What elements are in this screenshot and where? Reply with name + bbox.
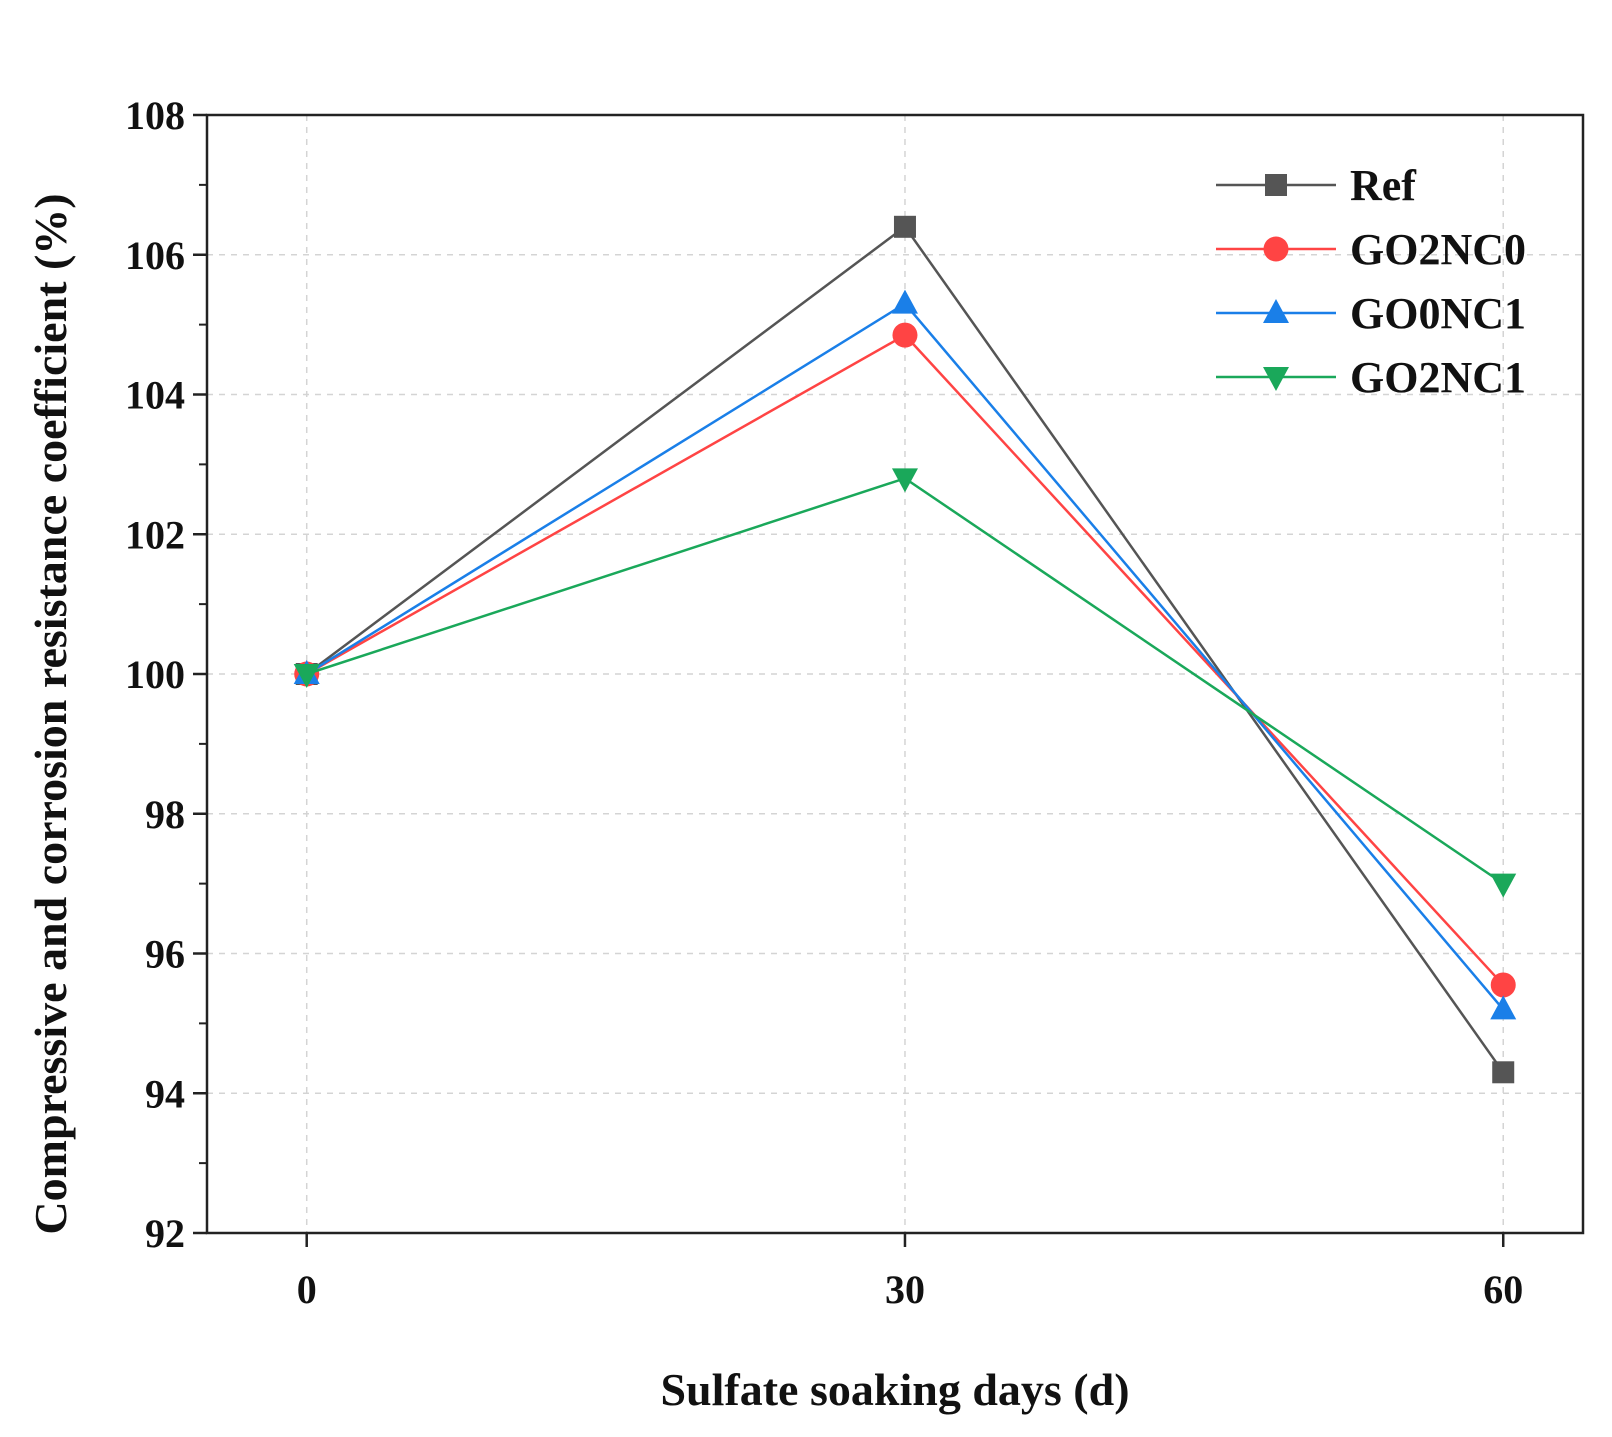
data-point-marker bbox=[1490, 995, 1517, 1020]
y-axis-title: Compressive and corrosion resistance coe… bbox=[25, 193, 76, 1234]
x-tick-label: 60 bbox=[1483, 1267, 1523, 1312]
y-tick-label: 104 bbox=[125, 373, 185, 418]
y-tick-label: 108 bbox=[125, 93, 185, 138]
legend-marker bbox=[1263, 367, 1289, 391]
data-point-marker bbox=[1490, 972, 1516, 998]
y-tick-label: 94 bbox=[145, 1071, 185, 1116]
legend-label: GO2NC0 bbox=[1350, 225, 1526, 274]
data-point-marker bbox=[1490, 873, 1517, 898]
x-tick-label: 0 bbox=[297, 1267, 317, 1312]
legend-label: GO0NC1 bbox=[1350, 289, 1526, 338]
y-tick-label: 98 bbox=[145, 792, 185, 837]
legend-marker bbox=[1263, 236, 1289, 262]
legend-entry: GO2NC0 bbox=[1216, 225, 1526, 274]
legend-label: GO2NC1 bbox=[1350, 353, 1526, 402]
data-point-marker bbox=[892, 322, 918, 348]
x-tick-label: 30 bbox=[885, 1267, 925, 1312]
legend-marker bbox=[1265, 174, 1287, 196]
data-point-marker bbox=[293, 664, 320, 688]
data-point-marker bbox=[891, 289, 918, 314]
legend-entry: GO2NC1 bbox=[1216, 353, 1526, 402]
legend-entry: GO0NC1 bbox=[1216, 289, 1526, 338]
data-point-marker bbox=[1492, 1061, 1515, 1084]
legend-marker bbox=[1263, 299, 1289, 323]
y-tick-label: 96 bbox=[145, 932, 185, 977]
x-axis-title: Sulfate soaking days (d) bbox=[660, 1364, 1129, 1415]
legend: Ref GO2NC0 GO0NC1 GO2NC1 bbox=[1216, 161, 1526, 402]
legend-label: Ref bbox=[1350, 161, 1417, 210]
y-tick-label: 106 bbox=[125, 233, 185, 278]
series-group bbox=[293, 215, 1517, 1084]
y-tick-label: 100 bbox=[125, 652, 185, 697]
axes: 92 94 96 98 100 102 104 106 108 0 30 60 bbox=[125, 93, 1523, 1312]
legend-entry: Ref bbox=[1216, 161, 1417, 210]
data-point-marker bbox=[891, 468, 918, 493]
grid-lines bbox=[207, 115, 1583, 1233]
series-go2nc1 bbox=[293, 468, 1517, 898]
data-point-marker bbox=[893, 215, 916, 238]
y-tick-label: 102 bbox=[125, 512, 185, 557]
y-tick-label: 92 bbox=[145, 1211, 185, 1256]
